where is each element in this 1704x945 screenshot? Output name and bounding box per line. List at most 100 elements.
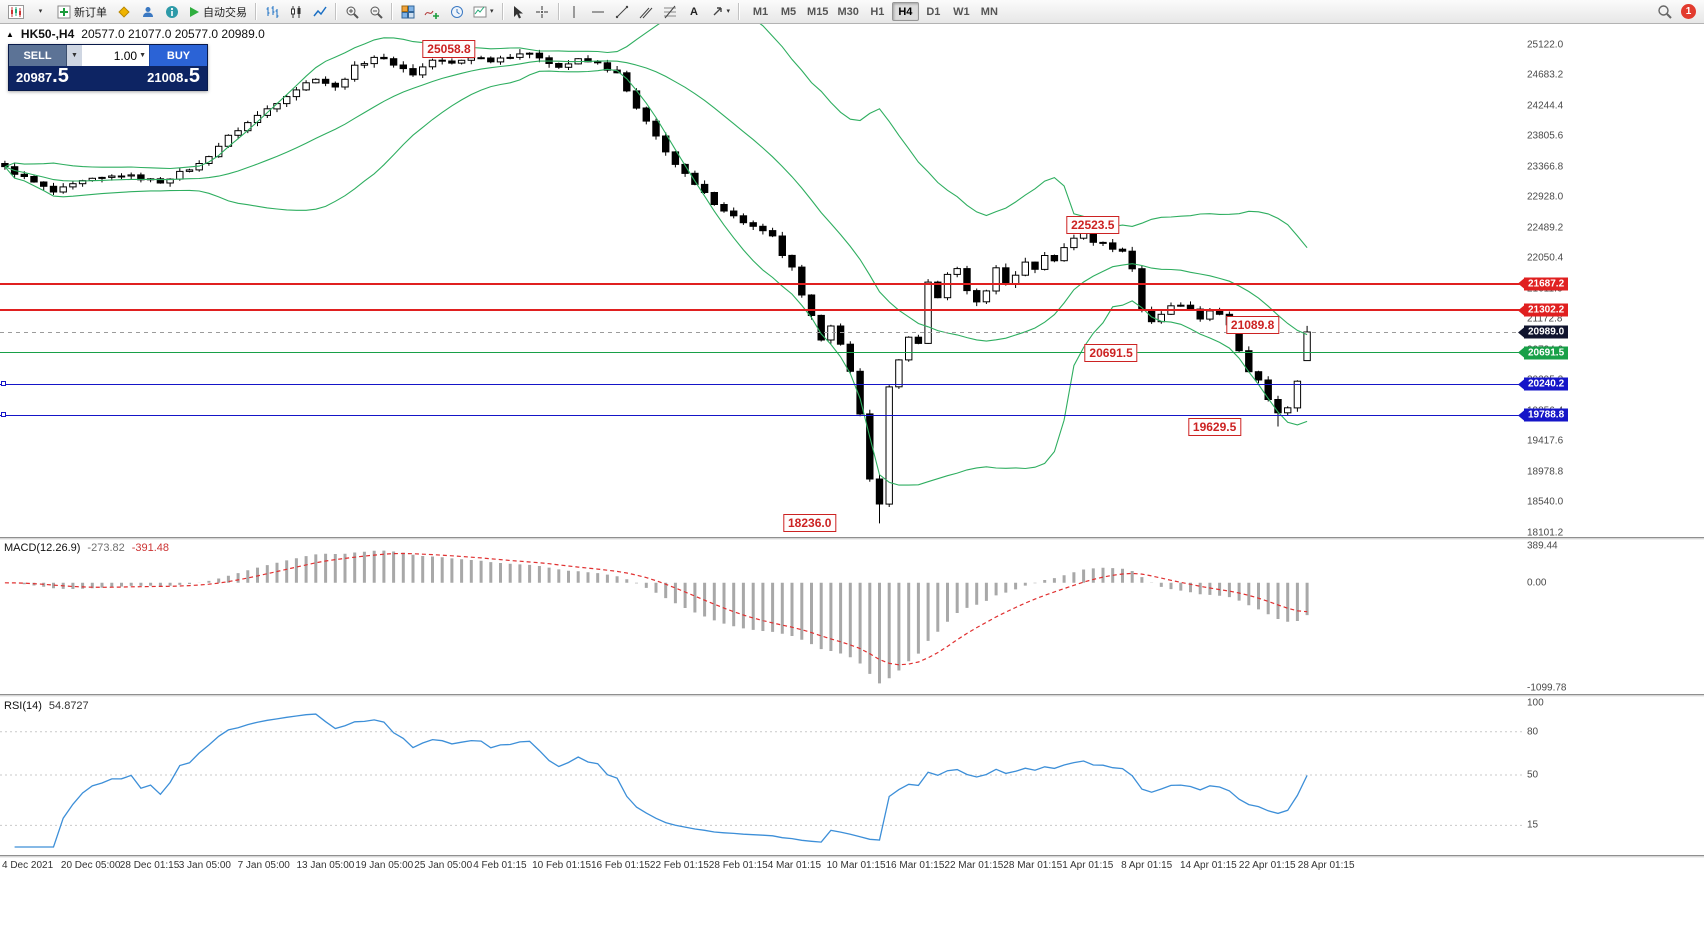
indicator-axis-label: 100 <box>1527 697 1544 709</box>
timeframe-m30[interactable]: M30 <box>833 2 862 21</box>
price-axis-label: 18978.8 <box>1527 466 1564 478</box>
tag-notch-icon <box>1518 410 1524 421</box>
macd-chart[interactable] <box>0 540 1522 694</box>
timeframe-w1[interactable]: W1 <box>948 2 975 21</box>
tag-notch-icon <box>1518 305 1524 316</box>
autotrade-button[interactable]: 自动交易 <box>184 1 251 22</box>
buy-button[interactable]: BUY <box>149 45 207 66</box>
channel-button[interactable] <box>635 1 658 22</box>
chart-window[interactable]: ▲ HK50-,H4 20577.0 21077.0 20577.0 20989… <box>0 24 1704 945</box>
rsi-value: 54.8727 <box>48 700 89 712</box>
crosshair-button[interactable] <box>531 1 554 22</box>
hline-resistance-1[interactable] <box>0 282 1522 285</box>
notifications-button[interactable]: 1 <box>1677 1 1700 22</box>
candlestick-chart[interactable] <box>0 24 1522 537</box>
price-axis-label: 21172.8 <box>1527 313 1563 325</box>
toolbar-separator <box>501 3 503 20</box>
bar-chart-icon <box>266 5 278 18</box>
chevron-down-icon: ▾ <box>490 8 494 15</box>
timeframe-m15[interactable]: M15 <box>803 2 832 21</box>
indicator-axis-label: 80 <box>1527 726 1539 738</box>
panel-splitter[interactable] <box>0 537 1704 540</box>
price-tag: 21302.2 <box>1518 303 1569 317</box>
new-order-icon <box>57 5 71 18</box>
zoom-in-button[interactable] <box>340 1 363 22</box>
price-tag: 20989.0 <box>1518 325 1569 339</box>
price-callout[interactable]: 19629.5 <box>1187 417 1242 436</box>
rsi-chart[interactable] <box>0 697 1522 855</box>
bar-chart-button[interactable] <box>260 1 283 22</box>
price-callout[interactable]: 20691.5 <box>1084 343 1138 362</box>
terminal-button[interactable] <box>136 1 159 22</box>
notification-badge: 1 <box>1681 4 1696 19</box>
price-callout[interactable]: 18236.0 <box>782 514 837 533</box>
vertical-line-button[interactable] <box>563 1 586 22</box>
zoom-out-button[interactable] <box>364 1 387 22</box>
search-button[interactable] <box>1653 1 1676 22</box>
community-button[interactable] <box>160 1 183 22</box>
price-axis-label: 24683.2 <box>1527 69 1564 81</box>
new-chart-button[interactable] <box>4 1 28 22</box>
horizontal-line-button[interactable] <box>587 1 610 22</box>
sell-button[interactable]: SELL <box>9 45 67 66</box>
trendline-icon <box>615 5 629 18</box>
line-chart-button[interactable] <box>308 1 331 22</box>
timeframe-m1[interactable]: M1 <box>747 2 774 21</box>
time-axis-label: 28 Apr 01:15 <box>1297 860 1355 871</box>
metaeditor-button[interactable] <box>112 1 135 22</box>
cursor-icon <box>514 5 524 18</box>
volume-input[interactable] <box>85 48 138 63</box>
price-callout[interactable]: 21089.8 <box>1225 316 1280 334</box>
fibonacci-button[interactable] <box>659 1 682 22</box>
horizontal-line-icon <box>592 11 605 12</box>
time-axis-label: 16 Feb 01:15 <box>591 860 650 871</box>
search-icon <box>1658 5 1672 19</box>
timeframe-h1[interactable]: H1 <box>864 2 891 21</box>
tile-windows-button[interactable] <box>396 1 419 22</box>
channel-icon <box>639 7 653 18</box>
timeframe-mn[interactable]: MN <box>976 2 1003 21</box>
time-axis-label: 10 Mar 01:15 <box>826 860 886 871</box>
tag-notch-icon <box>1518 347 1524 358</box>
cursor-button[interactable] <box>507 1 530 22</box>
trendline-button[interactable] <box>611 1 634 22</box>
price-axis-label: 18101.2 <box>1527 527 1564 539</box>
panel-splitter[interactable] <box>0 694 1704 697</box>
toolbar-separator <box>391 3 392 20</box>
arrows-button[interactable]: ▾ <box>707 1 735 22</box>
candlestick-chart-button[interactable] <box>284 1 307 22</box>
price-callout[interactable]: 25058.8 <box>422 40 476 59</box>
periods-button[interactable] <box>445 1 468 22</box>
info-icon <box>165 5 178 18</box>
order-type-dropdown[interactable]: ▼ <box>67 45 82 66</box>
zoom-out-icon <box>370 6 383 19</box>
new-order-button[interactable]: 新订单 <box>53 1 111 22</box>
hline-resistance-2[interactable] <box>0 309 1522 312</box>
hline-support-2[interactable] <box>0 411 1522 417</box>
indicators-button[interactable] <box>420 1 444 22</box>
price-axis-label: 23366.8 <box>1527 161 1564 173</box>
timeframe-m5[interactable]: M5 <box>775 2 802 21</box>
time-axis-label: 19 Jan 05:00 <box>355 860 414 871</box>
hline-pivot-line[interactable] <box>0 352 1522 354</box>
new-chart-icon <box>8 4 24 19</box>
line-handle[interactable] <box>1 411 6 417</box>
price-callout[interactable]: 22523.5 <box>1066 216 1120 235</box>
price-axis-label: 22050.4 <box>1527 252 1564 264</box>
timeframe-h4[interactable]: H4 <box>891 2 919 21</box>
text-tool-button[interactable]: A <box>683 1 706 22</box>
new-chart-dropdown[interactable]: ▾ <box>29 1 52 22</box>
template-icon <box>473 6 487 17</box>
panel-splitter[interactable] <box>0 855 1704 858</box>
hline-current-price[interactable] <box>0 332 1522 333</box>
timeframe-d1[interactable]: D1 <box>920 2 947 21</box>
chevron-down-icon: ▼ <box>71 52 78 59</box>
play-icon <box>190 6 199 17</box>
templates-button[interactable]: ▾ <box>469 1 498 22</box>
time-axis-label: 13 Jan 05:00 <box>296 860 355 871</box>
price-tag: 20691.5 <box>1518 346 1569 360</box>
autotrade-label: 自动交易 <box>203 6 247 19</box>
line-handle[interactable] <box>1 380 6 386</box>
hline-support-1[interactable] <box>0 380 1522 386</box>
